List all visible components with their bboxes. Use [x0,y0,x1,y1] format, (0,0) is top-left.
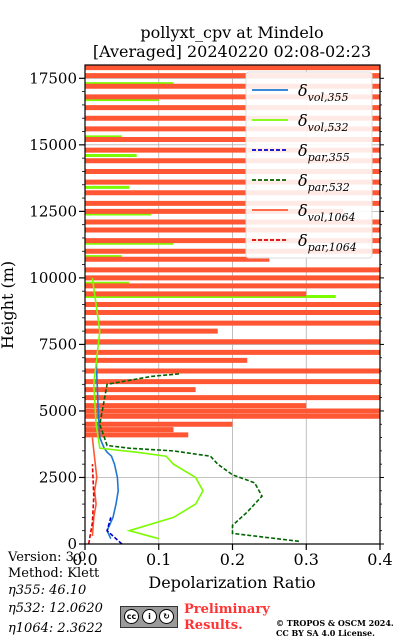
by-icon: i [142,609,157,624]
preliminary-text-1: Preliminary [184,602,270,617]
legend-label: δvol,355 [298,81,349,104]
cc-license-badge: cc i ↻ [120,606,178,628]
y-tick-label: 10000 [29,269,77,287]
x-tick-label: 0.4 [367,550,392,569]
preliminary-text-2: Results. [184,618,243,633]
x-tick-label: 0.1 [146,550,171,569]
eta355-text: η355: 46.10 [8,583,87,598]
series-line-0 [95,357,120,540]
legend-label: δpar,532 [298,171,350,194]
x-axis-label: Depolarization Ratio [148,573,315,592]
series-line-3 [98,372,299,543]
x-tick-label: 0.0 [72,550,97,569]
y-tick-label: 12500 [29,202,77,220]
series-line-2 [106,517,123,545]
legend-label: δvol,532 [298,111,349,134]
y-axis-label: Height (m) [0,261,17,349]
copyright-line-2: CC BY SA 4.0 License. [276,628,375,638]
legend-label: δpar,1064 [298,231,357,254]
legend-label: δpar,355 [298,141,350,164]
x-tick-label: 0.3 [294,550,319,569]
series-line-4 [91,437,98,537]
x-tick-label: 0.2 [220,550,245,569]
y-tick-label: 2500 [39,468,77,486]
chart-title-line1: pollyxt_cpv at Mindelo [140,23,323,42]
eta1064-text: η1064: 2.3622 [8,621,103,636]
copyright-line-1: © TROPOS & OSCM 2024. [276,618,394,628]
method-text: Method: Klett [8,566,100,581]
y-tick-label: 15000 [29,136,77,154]
y-tick-label: 5000 [39,402,77,420]
eta532-text: η532: 12.0620 [8,601,103,616]
sa-icon: ↻ [159,609,174,624]
chart-title-line2: [Averaged] 20240220 02:08-02:23 [93,42,371,61]
plot-area: 0.0 0.1 0.2 0.3 0.4 0 2500 5000 7500 10000 12500 15… [29,64,393,569]
cc-icon: cc [124,609,139,624]
legend-label: δvol,1064 [298,201,356,224]
y-tick-label: 17500 [29,69,77,87]
version-text: Version: 3.0 [8,550,87,565]
y-tick-label: 7500 [39,335,77,353]
y-tick-label: 0 [67,535,77,553]
series-line-1 [91,277,204,540]
legend-box [245,71,373,259]
